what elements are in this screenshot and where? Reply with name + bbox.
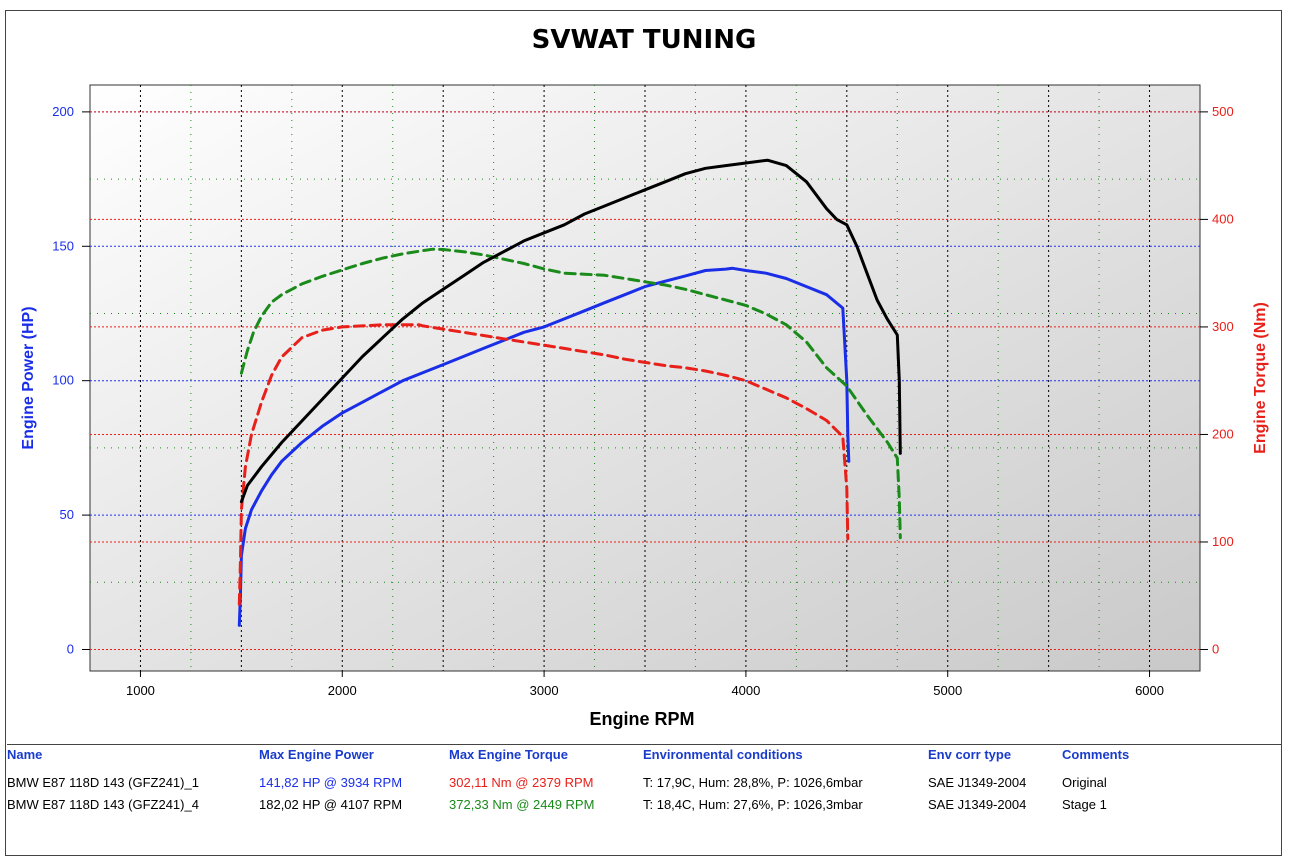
horizontal-grid: [90, 111, 1200, 650]
row-env: T: 17,9C, Hum: 28,8%, P: 1026,6mbar: [643, 775, 863, 790]
header-corr: Env corr type: [928, 747, 1012, 762]
x-tick-label: 1000: [126, 683, 155, 698]
header-env: Environmental conditions: [643, 747, 803, 762]
series-line-2: [239, 247, 902, 540]
x-tick-label: 5000: [933, 683, 962, 698]
row-comment: Original: [1062, 775, 1107, 790]
right-tick-label: 300: [1212, 319, 1234, 334]
right-tick-label: 0: [1212, 641, 1219, 656]
row-name: BMW E87 118D 143 (GFZ241)_1: [7, 775, 199, 790]
header-max-power: Max Engine Power: [259, 747, 374, 762]
results-table: Name Max Engine Power Max Engine Torque …: [7, 744, 1282, 815]
row-max-torque: 372,33 Nm @ 2449 RPM: [449, 797, 595, 812]
left-tick-labels: 0 50 100 150 200: [52, 104, 90, 656]
header-max-torque: Max Engine Torque: [449, 747, 568, 762]
right-tick-label: 500: [1212, 104, 1234, 119]
table-row[interactable]: BMW E87 118D 143 (GFZ241)_4 182,02 HP @ …: [7, 793, 1282, 815]
row-max-power: 141,82 HP @ 3934 RPM: [259, 775, 403, 790]
series-layer: [237, 158, 902, 627]
series-line-0: [237, 266, 851, 627]
dyno-chart: 1000 2000 3000 4000 5000 6000 0 50 100 150 200 0 1…: [20, 25, 1269, 729]
x-tick-labels: 1000 2000 3000 4000 5000 6000: [126, 671, 1164, 698]
left-tick-label: 200: [52, 104, 74, 119]
right-tick-label: 200: [1212, 426, 1234, 441]
right-axis-label: Engine Torque (Nm): [1252, 302, 1269, 454]
left-tick-label: 150: [52, 238, 74, 253]
x-axis-label: Engine RPM: [589, 709, 694, 729]
x-tick-label: 6000: [1135, 683, 1164, 698]
right-tick-labels: 0 100 200 300 400 500: [1200, 104, 1234, 656]
row-max-power: 182,02 HP @ 4107 RPM: [259, 797, 403, 812]
row-max-torque: 302,11 Nm @ 2379 RPM: [449, 775, 594, 790]
header-comments: Comments: [1062, 747, 1130, 762]
left-tick-label: 0: [67, 641, 74, 656]
x-tick-label: 2000: [328, 683, 357, 698]
right-tick-label: 100: [1212, 534, 1234, 549]
left-axis-label: Engine Power (HP): [20, 306, 37, 449]
series-line-1: [237, 323, 850, 606]
x-tick-label: 3000: [530, 683, 559, 698]
row-name: BMW E87 118D 143 (GFZ241)_4: [7, 797, 199, 812]
plot-area: [89, 84, 1201, 672]
right-tick-label: 400: [1212, 211, 1234, 226]
chart-title: SVWAT TUNING: [532, 25, 757, 55]
x-tick-label: 4000: [731, 683, 760, 698]
row-comment: Stage 1: [1062, 797, 1107, 812]
header-name: Name: [7, 747, 43, 762]
left-tick-label: 100: [52, 373, 74, 388]
table-header: Name Max Engine Power Max Engine Torque …: [7, 745, 1282, 767]
left-tick-label: 50: [60, 507, 74, 522]
row-env: T: 18,4C, Hum: 27,6%, P: 1026,3mbar: [643, 797, 863, 812]
row-corr: SAE J1349-2004: [928, 797, 1027, 812]
series-line-3: [239, 158, 902, 504]
row-corr: SAE J1349-2004: [928, 775, 1027, 790]
table-row[interactable]: BMW E87 118D 143 (GFZ241)_1 141,82 HP @ …: [7, 771, 1282, 793]
